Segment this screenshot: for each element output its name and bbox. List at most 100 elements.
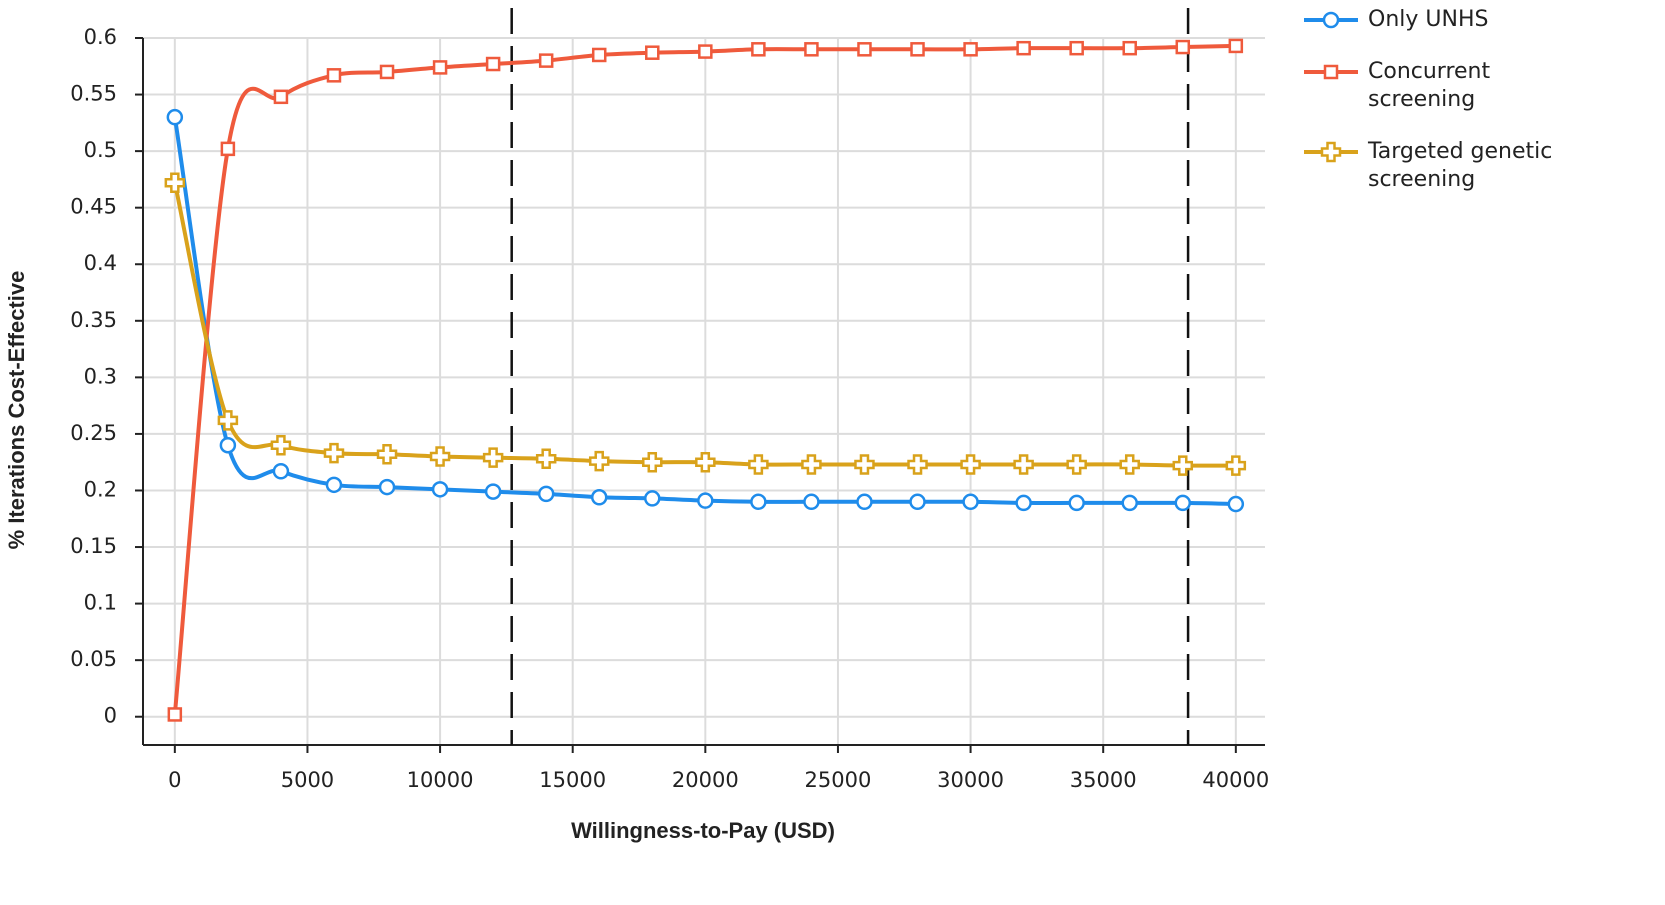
y-tick-label: 0.4 xyxy=(84,251,117,275)
marker xyxy=(1172,455,1194,476)
legend-swatch xyxy=(1304,11,1358,29)
marker xyxy=(804,42,819,57)
y-tick-label: 0.2 xyxy=(84,477,117,501)
legend-marker xyxy=(1320,141,1342,163)
y-tick-label: 0.15 xyxy=(70,534,117,558)
marker xyxy=(1175,39,1191,55)
marker xyxy=(535,448,557,470)
marker xyxy=(1069,40,1084,56)
y-tick-label: 0.25 xyxy=(70,421,117,445)
x-tick-label: 0 xyxy=(168,768,181,792)
marker xyxy=(695,451,716,473)
marker xyxy=(538,53,554,68)
marker xyxy=(590,489,608,506)
marker xyxy=(378,478,396,496)
marker xyxy=(376,444,398,465)
marker xyxy=(697,492,714,509)
marker xyxy=(431,481,449,498)
marker xyxy=(323,442,345,464)
y-tick-label: 0.5 xyxy=(84,138,117,162)
marker xyxy=(960,454,981,475)
marker xyxy=(750,493,767,511)
marker xyxy=(1227,495,1245,513)
legend-swatch xyxy=(1304,141,1358,163)
marker xyxy=(217,410,239,431)
marker xyxy=(645,45,660,60)
y-tick-label: 0.6 xyxy=(84,25,117,49)
series xyxy=(166,108,1245,513)
marker xyxy=(167,707,183,722)
marker xyxy=(1228,38,1244,54)
legend-label: Targeted genetic screening xyxy=(1368,139,1553,192)
marker xyxy=(432,60,448,75)
marker xyxy=(1015,494,1032,512)
marker xyxy=(751,42,766,57)
x-tick-label: 30000 xyxy=(937,768,1004,792)
marker xyxy=(963,42,978,57)
y-tick-label: 0.55 xyxy=(70,82,117,106)
marker xyxy=(748,454,769,475)
marker xyxy=(1174,494,1192,512)
marker xyxy=(220,141,236,157)
marker xyxy=(1119,454,1140,475)
marker xyxy=(854,454,875,475)
marker xyxy=(325,476,343,494)
x-tick-label: 35000 xyxy=(1070,768,1137,792)
legend-label: Concurrent screening xyxy=(1368,59,1491,112)
marker xyxy=(1068,494,1085,512)
marker xyxy=(909,493,926,511)
legend-swatch xyxy=(1304,64,1358,80)
marker xyxy=(1016,40,1031,56)
x-tick-label: 5000 xyxy=(281,768,334,792)
y-tick-label: 0.1 xyxy=(84,591,117,615)
marker xyxy=(856,493,873,511)
marker xyxy=(591,47,607,63)
x-tick-label: 25000 xyxy=(805,768,872,792)
marker xyxy=(1225,455,1247,476)
marker xyxy=(273,89,289,105)
y-tick-label: 0.35 xyxy=(70,308,117,332)
marker xyxy=(484,483,502,500)
marker xyxy=(1013,454,1034,475)
x-tick-label: 20000 xyxy=(672,768,739,792)
marker xyxy=(642,451,663,473)
marker xyxy=(803,493,820,511)
marker xyxy=(857,42,872,57)
marker xyxy=(910,42,925,57)
grid xyxy=(143,37,1265,745)
y-axis-title: % Iterations Cost-Effective xyxy=(4,271,29,550)
x-axis-title: Willingness-to-Pay (USD) xyxy=(571,818,835,843)
marker xyxy=(644,490,661,507)
x-tick-label: 10000 xyxy=(407,768,474,792)
x-tick-label: 15000 xyxy=(539,768,606,792)
marker xyxy=(270,434,292,456)
marker xyxy=(164,172,186,194)
marker xyxy=(326,68,342,83)
legend-item: Targeted genetic screening xyxy=(1300,138,1665,194)
marker xyxy=(1122,40,1137,56)
marker xyxy=(272,462,290,480)
marker xyxy=(482,447,504,468)
marker xyxy=(907,454,928,475)
marker xyxy=(219,436,237,454)
marker xyxy=(801,454,822,475)
marker xyxy=(588,450,610,472)
legend-item: Only UNHS xyxy=(1300,6,1665,34)
marker xyxy=(485,56,501,72)
marker xyxy=(379,64,395,80)
series xyxy=(164,172,1247,476)
legend-marker xyxy=(1323,64,1339,80)
marker xyxy=(1121,494,1138,512)
marker xyxy=(166,108,184,126)
marker xyxy=(429,446,451,467)
legend-marker xyxy=(1322,11,1340,29)
series-line xyxy=(172,182,1236,468)
legend-item: Concurrent screening xyxy=(1300,58,1665,114)
series xyxy=(167,38,1244,722)
y-tick-label: 0 xyxy=(104,704,117,728)
marker xyxy=(537,485,555,503)
marker xyxy=(962,493,979,511)
legend: Only UNHS Concurrent screening Targeted ge… xyxy=(1300,6,1665,218)
